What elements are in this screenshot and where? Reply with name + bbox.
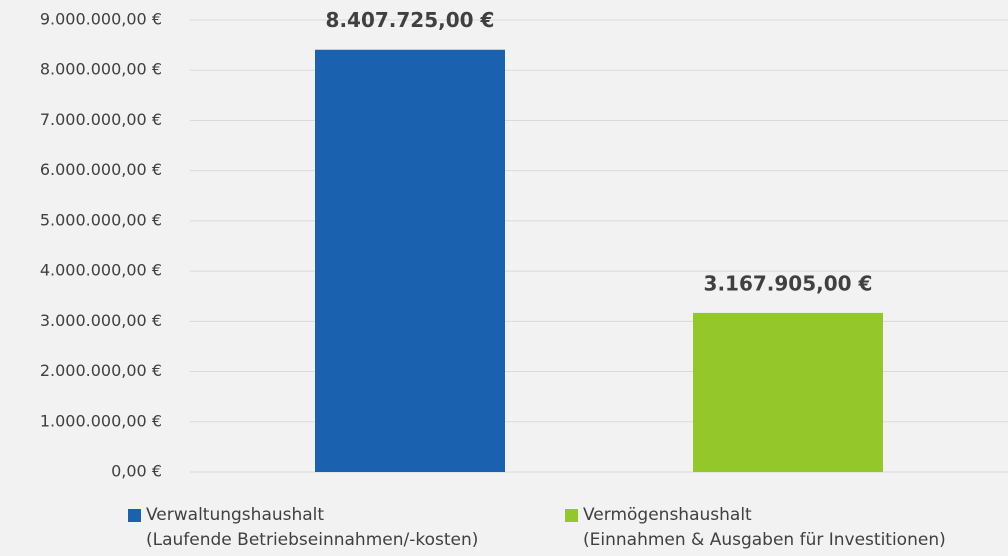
- plot: 0,00 € 1.000.000,00 € 2.000.000,00 € 3.000.…: [40, 8, 1008, 481]
- bar: [315, 49, 505, 473]
- y-tick-label: 0,00 €: [111, 462, 162, 481]
- legend-entry: Verwaltungshaushalt (Laufende Betriebsei…: [128, 503, 478, 553]
- y-tick-label: 3.000.000,00 €: [40, 311, 162, 330]
- legend-swatch: [565, 509, 578, 522]
- value-label: 8.407.725,00 €: [326, 8, 495, 32]
- y-tick-label: 4.000.000,00 €: [40, 261, 162, 280]
- y-tick-label: 9.000.000,00 €: [40, 10, 162, 29]
- y-tick-label: 2.000.000,00 €: [40, 361, 162, 380]
- legend-swatch: [128, 509, 141, 522]
- y-tick-label: 8.000.000,00 €: [40, 60, 162, 79]
- y-tick-label: 5.000.000,00 €: [40, 210, 162, 229]
- legend-entry: Vermögenshaushalt (Einnahmen & Ausgaben …: [565, 503, 946, 553]
- bar: [693, 312, 883, 472]
- legend-label: Vermögenshaushalt (Einnahmen & Ausgaben …: [583, 505, 946, 550]
- y-tick-label: 6.000.000,00 €: [40, 160, 162, 179]
- value-label: 3.167.905,00 €: [704, 271, 873, 295]
- y-tick-label: 7.000.000,00 €: [40, 110, 162, 129]
- y-tick-label: 1.000.000,00 €: [40, 411, 162, 430]
- legend-label: Verwaltungshaushalt (Laufende Betriebsei…: [146, 505, 479, 550]
